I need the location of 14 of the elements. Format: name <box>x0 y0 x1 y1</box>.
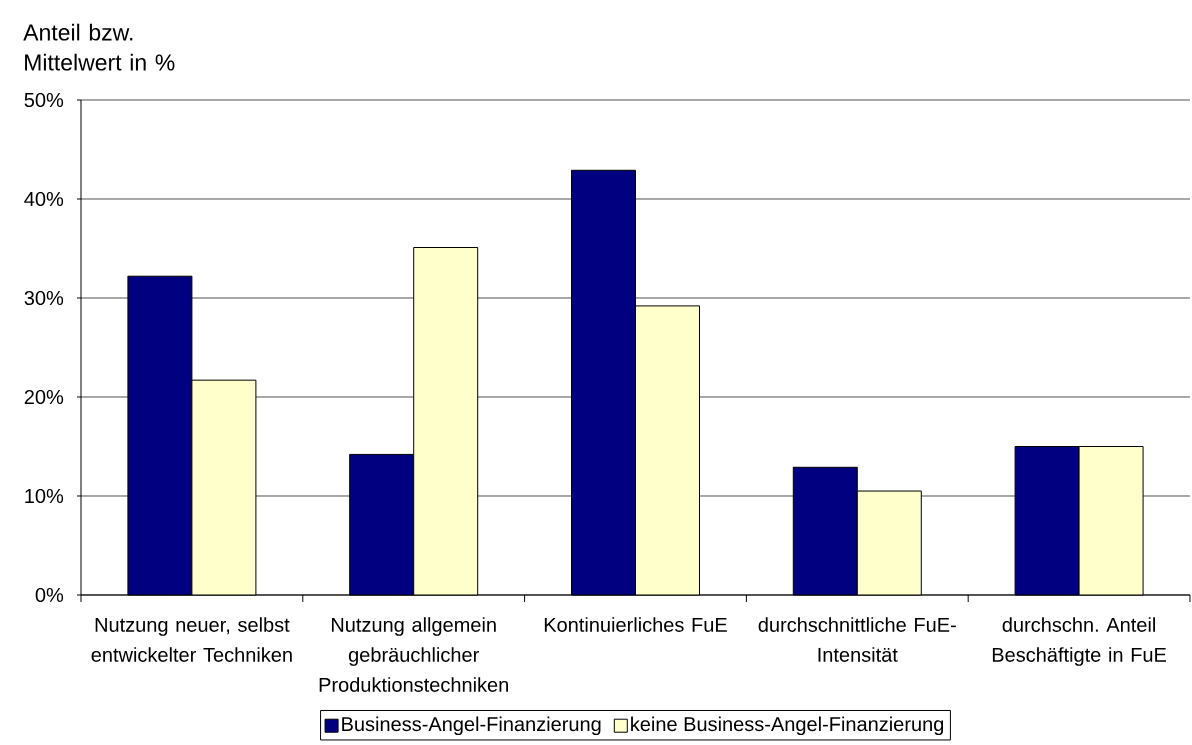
y-tick-label: 50% <box>24 92 64 108</box>
legend-label: Business-Angel-Finanzierung <box>342 716 601 736</box>
y-axis-title: Anteil bzw. Mittelwert in % <box>23 23 175 71</box>
x-tick-label: durchschn. Anteil Beschäftigte in FuE <box>992 617 1167 666</box>
x-tick-label: durchschnittliche FuE-Intensität <box>758 617 956 662</box>
x-tick-label: Nutzung neuer, selbst entwickelter Techniken <box>91 617 292 662</box>
y-tick-label: 20% <box>24 389 64 405</box>
y-tick-label: 40% <box>24 191 64 207</box>
legend-label: keine Business-Angel-Finanzierung <box>631 716 944 736</box>
x-tick-label: Kontinuierliches FuE <box>544 617 727 632</box>
y-tick-label: 10% <box>25 488 64 504</box>
y-tick-label: 30% <box>24 290 64 306</box>
y-tick-label: 0% <box>35 587 64 603</box>
x-tick-label: Nutzung allgemein gebräuchlicher Produktionstechniken <box>319 617 508 692</box>
